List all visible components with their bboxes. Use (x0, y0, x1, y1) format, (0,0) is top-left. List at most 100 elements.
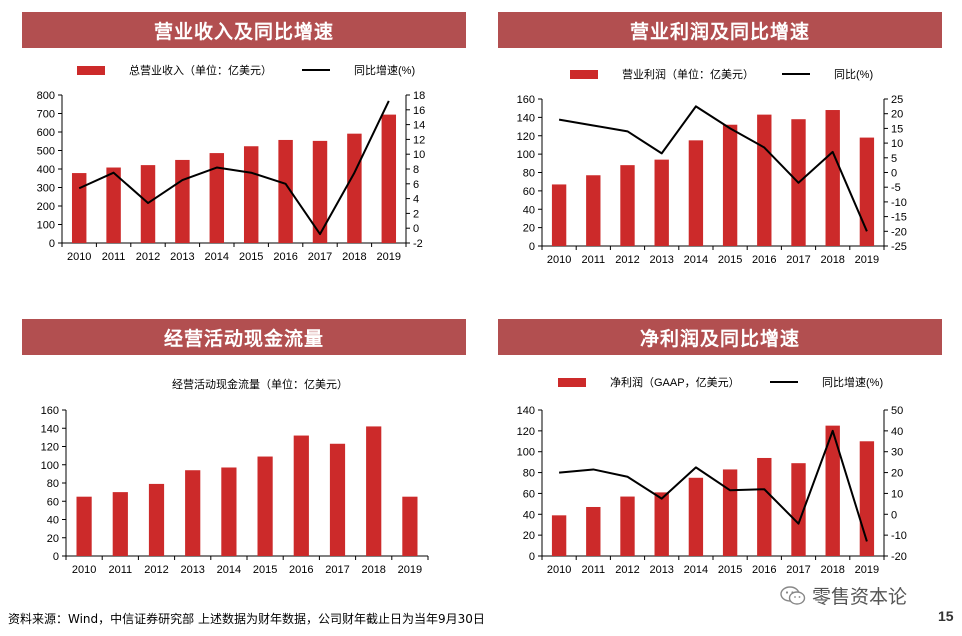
right-tick-label: 40 (891, 426, 903, 438)
bar (722, 469, 738, 556)
x-tick-label: 2012 (615, 254, 639, 266)
left-tick-label: 20 (523, 223, 535, 235)
left-tick-label: 0 (49, 238, 55, 250)
bar (620, 165, 635, 246)
right-tick-label: 12 (413, 134, 425, 146)
x-tick-label: 2010 (67, 251, 91, 263)
right-tick-label: 30 (891, 447, 903, 459)
x-tick-label: 2014 (684, 564, 708, 576)
panel-header-operating-cashflow: 经营活动现金流量 (22, 319, 466, 355)
x-tick-label: 2011 (581, 254, 605, 266)
x-tick-label: 2010 (72, 564, 96, 576)
bar (402, 496, 418, 556)
right-tick-label: 0 (891, 168, 897, 180)
brand-name: 零售资本论 (812, 586, 908, 608)
bar (825, 425, 840, 556)
legend-label: 营业利润（单位：亿美元） (622, 67, 754, 81)
bar (185, 470, 201, 556)
right-tick-label: 2 (413, 208, 419, 220)
bar (257, 456, 273, 556)
bar (791, 463, 806, 556)
bar (76, 496, 92, 556)
legend-label: 同比增速(%) (822, 375, 883, 389)
left-tick-label: 500 (37, 146, 55, 158)
legend-label: 经营活动现金流量（单位：亿美元） (172, 377, 348, 391)
operating-profit-chart: 0 20 40 60 80 100 120 140 160 -25 -20 -15 -10 -5 0 5 10 1… (517, 67, 907, 266)
bar (366, 426, 382, 556)
x-tick-label: 2013 (170, 251, 194, 263)
x-tick-label: 2014 (205, 251, 229, 263)
x-tick-label: 2012 (136, 251, 160, 263)
right-tick-label: 16 (413, 105, 425, 117)
left-tick-label: 40 (47, 515, 59, 527)
right-tick-label: -25 (891, 241, 907, 253)
legend-swatch-bar (570, 70, 598, 79)
x-tick-label: 2016 (273, 251, 297, 263)
x-tick-label: 2011 (581, 564, 605, 576)
x-tick-label: 2019 (377, 251, 401, 263)
right-tick-label: 0 (413, 223, 419, 235)
bar (586, 175, 601, 246)
left-tick-label: 100 (517, 447, 535, 459)
brand-watermark: 零售资本论 (780, 582, 907, 609)
bar (551, 184, 567, 246)
net-income-chart: 0 20 40 60 80 100 120 140 -20 -10 0 10 20 30 40 50 2010 2… (517, 375, 907, 576)
series-line (78, 100, 390, 236)
bar (551, 515, 567, 556)
x-tick-label: 2013 (649, 254, 673, 266)
page-number: 15 (938, 608, 954, 624)
panel-header-operating-profit: 营业利润及同比增速 (498, 12, 942, 48)
right-tick-label: 15 (891, 123, 903, 135)
bar (329, 443, 346, 556)
bar (175, 159, 190, 243)
bar (243, 146, 259, 243)
left-tick-label: 120 (517, 131, 535, 143)
left-tick-label: 80 (47, 478, 59, 490)
x-tick-label: 2011 (102, 251, 126, 263)
x-tick-label: 2017 (308, 251, 332, 263)
bar (221, 467, 237, 556)
right-tick-label: 10 (891, 138, 903, 150)
bar (825, 110, 840, 247)
right-tick-label: -2 (413, 238, 423, 250)
bar (654, 492, 669, 556)
right-tick-label: 6 (413, 179, 419, 191)
left-tick-label: 600 (37, 127, 55, 139)
left-tick-label: 0 (529, 551, 535, 563)
right-tick-label: -20 (891, 226, 907, 238)
x-tick-label: 2014 (217, 564, 241, 576)
legend-swatch-bar (558, 378, 586, 387)
right-tick-label: 0 (891, 509, 897, 521)
legend-label: 净利润（GAAP，亿美元） (610, 375, 740, 389)
bar (106, 167, 121, 243)
right-tick-label: 20 (891, 109, 903, 121)
left-tick-label: 0 (53, 551, 59, 563)
x-tick-label: 2015 (239, 251, 263, 263)
bar (293, 435, 309, 556)
x-tick-label: 2016 (752, 564, 776, 576)
bar (148, 483, 165, 556)
x-tick-label: 2015 (718, 254, 742, 266)
panel-header-net-income: 净利润及同比增速 (498, 319, 942, 355)
bar (347, 133, 362, 243)
right-tick-label: 4 (413, 194, 419, 206)
x-tick-label: 2016 (752, 254, 776, 266)
right-tick-label: 50 (891, 405, 903, 417)
series-line (558, 105, 868, 232)
bar (312, 140, 328, 243)
right-tick-label: -15 (891, 212, 907, 224)
x-tick-label: 2018 (361, 564, 385, 576)
bar (381, 114, 397, 243)
bar (140, 165, 156, 243)
left-tick-label: 160 (41, 405, 59, 417)
left-tick-label: 20 (523, 530, 535, 542)
x-tick-label: 2018 (820, 254, 844, 266)
x-tick-label: 2019 (855, 564, 879, 576)
x-tick-label: 2010 (547, 254, 571, 266)
x-tick-label: 2013 (180, 564, 204, 576)
left-tick-label: 400 (37, 164, 55, 176)
x-tick-label: 2019 (855, 254, 879, 266)
bar (757, 457, 772, 556)
left-tick-label: 100 (517, 149, 535, 161)
bar (112, 492, 128, 556)
